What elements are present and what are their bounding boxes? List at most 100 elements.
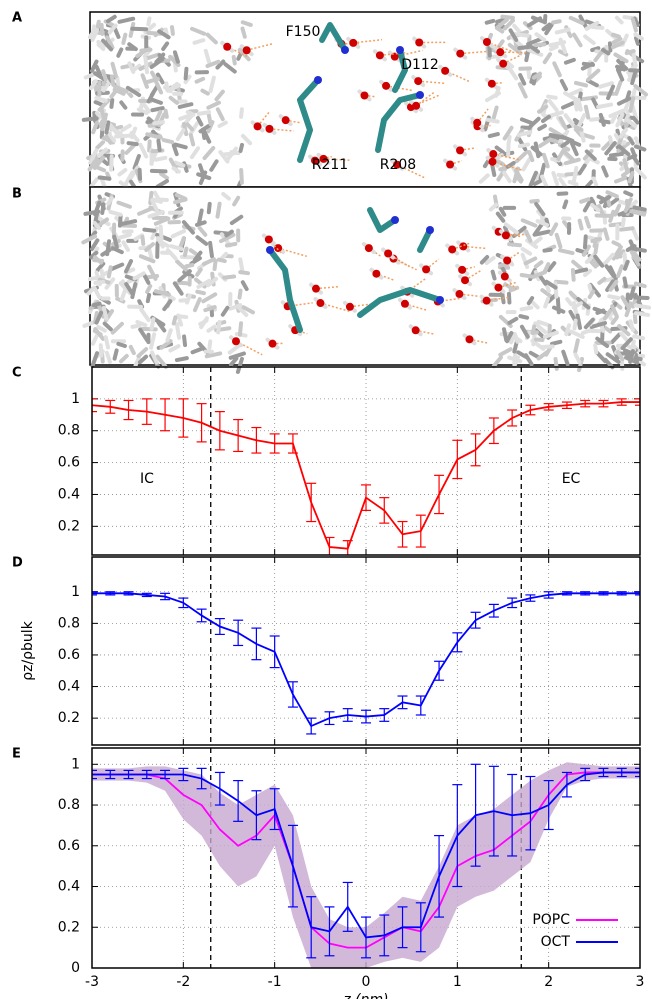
nitrogen	[436, 296, 444, 304]
water-stick	[164, 140, 172, 142]
oxygen	[499, 60, 507, 68]
oxygen	[458, 266, 466, 274]
oxygen	[415, 39, 423, 47]
water-stick	[178, 283, 186, 284]
annotation: IC	[140, 471, 154, 487]
water-stick	[595, 345, 596, 352]
oxygen	[316, 299, 324, 307]
oxygen	[282, 116, 290, 124]
water-stick	[191, 135, 193, 144]
water-stick	[575, 101, 577, 110]
water-stick	[209, 115, 211, 124]
water-stick	[576, 127, 582, 130]
oxygen	[489, 150, 497, 158]
water-stick	[110, 212, 120, 215]
oxygen	[446, 161, 454, 169]
water-stick	[633, 358, 641, 359]
legend-label: OCT	[541, 934, 571, 950]
water-stick	[522, 275, 534, 277]
oxygen	[376, 51, 384, 59]
oxygen	[461, 276, 469, 284]
water-stick	[84, 118, 97, 120]
water-stick	[144, 230, 154, 231]
water-stick	[224, 277, 234, 278]
y-tick-label: 1	[71, 584, 80, 600]
water-stick	[535, 44, 544, 45]
water-stick	[533, 326, 534, 333]
residue-label: R211	[312, 157, 348, 173]
water-stick	[487, 21, 494, 23]
legend-label: POPC	[532, 912, 570, 928]
nitrogen	[391, 216, 399, 224]
water-stick	[148, 295, 149, 301]
y-tick-label: 0.6	[58, 647, 80, 663]
water-stick	[531, 201, 537, 202]
water-stick	[147, 286, 150, 292]
water-stick	[552, 342, 560, 344]
water-stick	[149, 141, 150, 150]
oxygen	[265, 125, 273, 133]
oxygen	[265, 235, 273, 243]
water-stick	[103, 71, 105, 79]
water-stick	[106, 122, 108, 132]
oxygen	[382, 82, 390, 90]
water-stick	[240, 291, 241, 298]
water-stick	[146, 59, 148, 73]
oxygen	[414, 77, 422, 85]
water-stick	[520, 144, 528, 146]
water-stick	[593, 27, 602, 28]
water-stick	[180, 104, 192, 107]
nitrogen	[314, 76, 322, 84]
x-tick-label: -1	[268, 974, 282, 990]
water-stick	[101, 345, 102, 355]
water-stick	[624, 160, 627, 171]
water-stick	[636, 38, 638, 44]
water-stick	[579, 100, 581, 110]
x-tick-label: 2	[544, 974, 553, 990]
y-axis-label: ρz/ρbulk	[20, 620, 36, 680]
water-stick	[551, 47, 557, 50]
water-stick	[207, 353, 220, 356]
panel-label: E	[12, 747, 21, 762]
water-stick	[493, 272, 495, 279]
panel-label: D	[12, 556, 23, 571]
water-stick	[575, 270, 587, 273]
water-stick	[594, 178, 597, 184]
oxygen	[483, 297, 491, 305]
water-stick	[141, 50, 150, 51]
water-stick	[529, 298, 532, 303]
oxygen	[223, 43, 231, 51]
water-stick	[574, 168, 576, 180]
water-stick	[519, 47, 528, 48]
water-stick	[626, 102, 629, 108]
water-stick	[118, 49, 121, 55]
water-stick	[609, 296, 618, 298]
water-stick	[636, 284, 645, 287]
water-stick	[117, 78, 118, 86]
water-stick	[630, 98, 633, 110]
panel-label: A	[12, 11, 22, 26]
water-stick	[111, 156, 112, 170]
water-stick	[94, 304, 100, 305]
oxygen	[349, 39, 357, 47]
y-tick-label: 0.4	[58, 486, 80, 502]
y-tick-label: 0.4	[58, 679, 80, 695]
water-stick	[564, 201, 566, 207]
y-tick-label: 0.2	[58, 518, 80, 534]
water-stick	[182, 257, 194, 258]
nitrogen	[426, 226, 434, 234]
nitrogen	[266, 246, 274, 254]
water-stick	[551, 135, 563, 137]
water-stick	[576, 83, 586, 86]
oxygen	[346, 303, 354, 311]
water-stick	[635, 316, 636, 322]
water-stick	[535, 181, 541, 184]
water-stick	[586, 107, 588, 118]
water-stick	[96, 98, 105, 101]
x-axis-label: z (nm)	[342, 992, 388, 999]
water-stick	[625, 278, 626, 286]
oxygen	[456, 146, 464, 154]
water-stick	[595, 239, 597, 246]
water-stick	[631, 288, 634, 298]
water-stick	[522, 308, 532, 310]
